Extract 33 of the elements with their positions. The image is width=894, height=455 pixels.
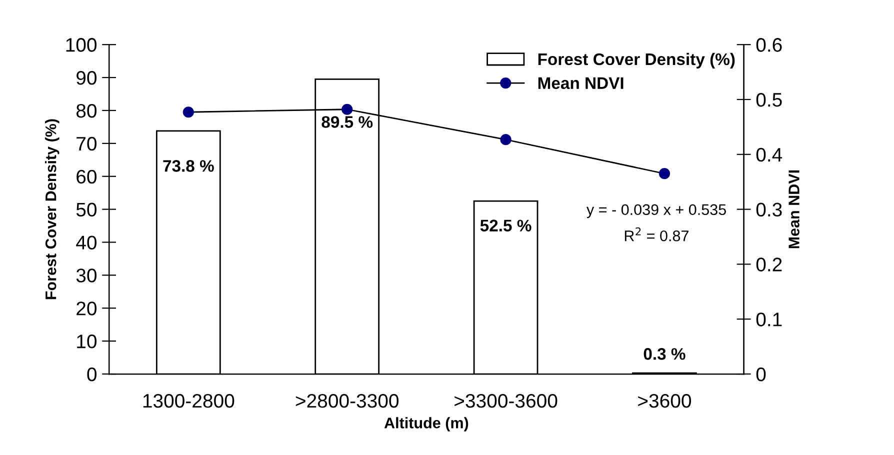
x-axis-title: Altitude (m): [384, 417, 468, 432]
x-tick-label: 1300-2800: [143, 394, 234, 408]
y-tick-label: 10: [77, 334, 97, 348]
data-label: 52.5 %: [480, 220, 532, 232]
y-tick-label: 20: [76, 302, 97, 316]
annotation: y = - 0.039 x + 0.535: [586, 204, 726, 218]
y-tick-label: 60: [76, 170, 97, 184]
y-axis-title: Forest Cover Density (%): [45, 119, 60, 300]
y2-tick-label: 0.3: [756, 202, 782, 217]
y2-tick-label: 0: [756, 367, 766, 382]
x-tick-label: >3600: [638, 394, 692, 408]
y-tick-label: 70: [76, 136, 97, 151]
y2-tick-label: 0.4: [756, 148, 782, 162]
y2-axis-title: Mean NDVI: [788, 170, 800, 248]
x-tick-label: >2800-3300: [296, 394, 399, 408]
y-tick-label: 0: [87, 367, 97, 382]
annotation: R$^{2}$ = 0.87: [624, 227, 688, 242]
y2-tick-label: 0.6: [756, 38, 782, 52]
data-label: 89.5 %: [322, 116, 373, 128]
data-label: 0.3 %: [644, 348, 686, 360]
legend-label: Forest Cover Density (%): [538, 52, 735, 68]
y2-tick-label: 0.5: [756, 92, 782, 107]
y-tick-label: 80: [76, 104, 97, 118]
y-tick-label: 30: [76, 268, 97, 282]
data-label: 73.8 %: [163, 160, 214, 172]
y-tick-label: 100: [66, 38, 97, 52]
y2-tick-label: 0.2: [756, 258, 782, 272]
y-tick-label: 40: [76, 236, 97, 250]
y-tick-label: 90: [76, 71, 97, 85]
y2-tick-label: 0.1: [756, 312, 782, 326]
x-tick-label: >3300-3600: [454, 394, 558, 408]
legend-label: Mean NDVI: [538, 77, 624, 90]
y-tick-label: 50: [76, 202, 97, 217]
